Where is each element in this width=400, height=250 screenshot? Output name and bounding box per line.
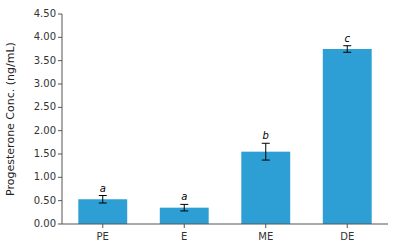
- y-tick: [58, 60, 62, 61]
- x-tick-label: E: [181, 231, 187, 242]
- error-cap: [180, 204, 188, 205]
- x-tick-label: ME: [258, 231, 273, 242]
- error-bar: [262, 143, 270, 160]
- error-line: [347, 46, 348, 53]
- y-tick: [58, 200, 62, 201]
- bar: [78, 199, 127, 224]
- error-line: [102, 196, 103, 203]
- x-tick: [265, 224, 266, 228]
- y-tick-label: 2.00: [34, 125, 56, 136]
- error-cap: [99, 195, 107, 196]
- x-tick: [347, 224, 348, 228]
- y-tick-label: 1.50: [34, 148, 56, 159]
- error-bar: [180, 204, 188, 211]
- y-tick-label: 3.00: [34, 78, 56, 89]
- y-tick: [58, 14, 62, 15]
- y-tick: [58, 224, 62, 225]
- bar: [323, 49, 372, 224]
- y-tick-label: 3.50: [34, 55, 56, 66]
- annotation: c: [345, 33, 351, 44]
- y-axis-line: [62, 14, 63, 224]
- y-tick-label: 1.00: [34, 171, 56, 182]
- y-axis-label: Progesterone Conc. (ng/mL): [4, 42, 17, 196]
- error-cap: [180, 210, 188, 211]
- error-cap: [99, 203, 107, 204]
- bars: [78, 46, 371, 224]
- error-cap: [262, 160, 270, 161]
- y-tick: [58, 84, 62, 85]
- x-tick: [102, 224, 103, 228]
- annotation: a: [100, 183, 106, 194]
- error-cap: [343, 45, 351, 46]
- y-tick-label: 2.50: [34, 101, 56, 112]
- y-tick-label: 0.00: [34, 218, 56, 229]
- y-tick-label: 4.00: [34, 31, 56, 42]
- x-tick-label: PE: [97, 231, 109, 242]
- error-bar: [343, 46, 351, 53]
- y-tick-label: 4.50: [34, 8, 56, 19]
- x-axis-line: [62, 224, 388, 225]
- x-tick-label: DE: [340, 231, 354, 242]
- error-line: [265, 143, 266, 160]
- y-tick: [58, 107, 62, 108]
- y-tick-label: 0.50: [34, 195, 56, 206]
- y-tick: [58, 154, 62, 155]
- y-tick: [58, 130, 62, 131]
- annotation: b: [263, 130, 269, 141]
- y-tick: [58, 37, 62, 38]
- x-tick: [184, 224, 185, 228]
- error-cap: [343, 52, 351, 53]
- chart-container: 0.00 0.50 1.00 1.50 2.00 2.50 3.00 3.50 4.00 4.50…: [0, 0, 400, 250]
- y-tick: [58, 177, 62, 178]
- bar: [241, 152, 290, 224]
- annotation: a: [181, 191, 187, 202]
- error-line: [184, 204, 185, 211]
- error-bar: [99, 196, 107, 203]
- error-cap: [262, 143, 270, 144]
- chart: 0.00 0.50 1.00 1.50 2.00 2.50 3.00 3.50 4.00 4.50…: [0, 0, 400, 250]
